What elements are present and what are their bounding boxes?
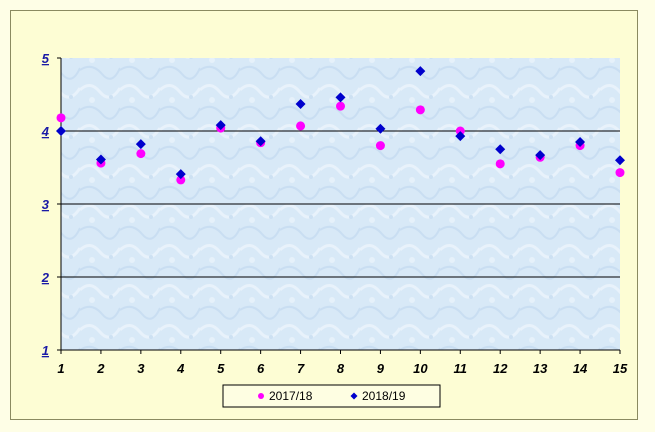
- data-point: [375, 141, 385, 151]
- x-tick-label: 3: [137, 361, 145, 376]
- legend-label: 2017/18: [269, 389, 313, 403]
- data-point: [375, 123, 386, 134]
- legend-box: [222, 384, 441, 408]
- data-point: [415, 105, 425, 115]
- y-tick-label: 4: [41, 124, 50, 139]
- y-tick-label: 3: [42, 197, 50, 212]
- data-point: [296, 121, 306, 131]
- x-tick-label: 1: [57, 361, 64, 376]
- data-point: [575, 136, 586, 147]
- x-tick-label: 11: [454, 361, 468, 376]
- data-point: [215, 120, 226, 131]
- data-point: [56, 113, 66, 123]
- legend: 2017/18 2018/19: [222, 384, 441, 408]
- data-point: [615, 168, 625, 178]
- data-point: [56, 126, 66, 136]
- x-tick-label: 6: [257, 361, 265, 376]
- data-point: [495, 159, 505, 169]
- x-tick-label: 13: [533, 361, 548, 376]
- data-point: [255, 136, 266, 147]
- data-point: [175, 169, 186, 180]
- data-point: [495, 144, 506, 155]
- legend-label: 2018/19: [362, 389, 406, 403]
- x-tick-label: 5: [217, 361, 225, 376]
- series-2: [56, 66, 625, 180]
- x-tick-label: 4: [176, 361, 185, 376]
- data-point: [176, 175, 186, 185]
- data-point: [95, 154, 106, 165]
- legend-marker: [258, 393, 264, 399]
- data-point: [455, 131, 466, 142]
- data-point: [535, 150, 546, 161]
- x-tick-label: 12: [493, 361, 508, 376]
- y-tick-label: 1: [42, 343, 49, 358]
- y-tick-label: 5: [42, 51, 50, 66]
- data-point: [136, 149, 146, 159]
- x-tick-label: 9: [377, 361, 385, 376]
- y-tick-label: 2: [41, 270, 50, 285]
- x-tick-label: 7: [297, 361, 305, 376]
- data-point: [335, 92, 346, 103]
- data-point: [295, 98, 306, 109]
- legend-marker: [350, 392, 358, 400]
- x-tick-label: 8: [337, 361, 345, 376]
- data-point: [615, 155, 625, 166]
- x-tick-label: 2: [96, 361, 105, 376]
- x-tick-label: 14: [573, 361, 588, 376]
- data-point: [135, 139, 146, 150]
- data-point: [336, 101, 345, 111]
- data-point: [455, 126, 465, 136]
- x-tick-label: 10: [413, 361, 428, 376]
- data-point: [415, 66, 426, 77]
- x-tick-label: 15: [613, 361, 628, 376]
